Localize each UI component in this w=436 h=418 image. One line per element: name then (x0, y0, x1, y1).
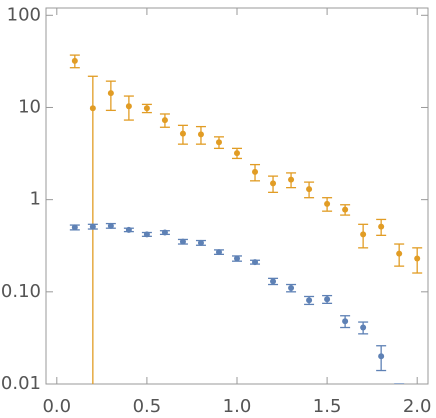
plot-frame (45, 7, 429, 385)
point (143, 105, 150, 112)
x-tick-label: 1.5 (313, 396, 342, 417)
point (414, 255, 421, 262)
y-tick-label: 0.01 (1, 373, 41, 394)
point (197, 131, 204, 138)
y-tick-label: 1 (30, 189, 41, 210)
y-tick-label: 100 (7, 4, 41, 25)
point (71, 224, 78, 231)
point (270, 180, 277, 187)
point (89, 105, 96, 112)
point (161, 229, 168, 236)
point (143, 231, 150, 238)
point (71, 57, 78, 64)
x-tick-label: 0.0 (42, 396, 71, 417)
point (342, 318, 349, 325)
point (107, 222, 114, 229)
point (107, 90, 114, 97)
point (161, 117, 168, 124)
point (360, 231, 367, 238)
point (252, 168, 259, 175)
point (215, 249, 222, 256)
x-tick-label: 2.0 (403, 396, 432, 417)
point (306, 297, 313, 304)
point (396, 250, 403, 257)
x-tick-label: 1.0 (223, 396, 252, 417)
error-bar (87, 75, 98, 384)
point (378, 353, 385, 360)
point (288, 176, 295, 183)
point (324, 296, 331, 303)
point (234, 255, 240, 262)
point (288, 285, 295, 292)
point (342, 206, 349, 213)
point (378, 223, 385, 230)
point (179, 238, 186, 245)
point (396, 395, 402, 401)
x-tick-label: 0.5 (133, 396, 162, 417)
point (125, 226, 132, 233)
y-tick-label: 0.10 (1, 281, 41, 302)
point (324, 200, 331, 207)
point (360, 324, 367, 331)
y-tick-label: 10 (18, 96, 41, 117)
point (252, 259, 259, 266)
point (125, 103, 132, 110)
point (89, 223, 96, 230)
point (215, 139, 222, 146)
plot-area (69, 54, 423, 401)
point (197, 239, 204, 246)
point (270, 278, 277, 285)
point (306, 186, 313, 193)
point (234, 150, 240, 157)
point (179, 130, 186, 137)
